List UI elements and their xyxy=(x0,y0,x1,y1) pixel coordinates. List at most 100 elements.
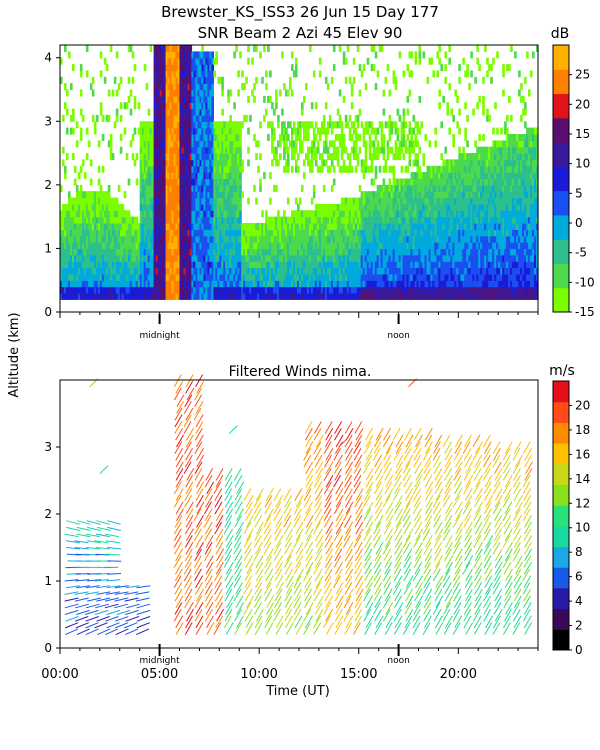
snr-cell xyxy=(392,184,396,192)
snr-cell xyxy=(334,216,338,224)
snr-cell xyxy=(197,216,200,224)
snr-cell xyxy=(203,229,206,237)
snr-cell xyxy=(68,261,71,269)
snr-cell xyxy=(183,146,187,154)
snr-cell xyxy=(215,191,218,199)
snr-cell xyxy=(229,210,232,218)
snr-cell xyxy=(293,261,296,269)
snr-cell xyxy=(75,216,79,224)
snr-cell xyxy=(97,223,101,230)
snr-cell xyxy=(169,273,173,281)
snr-cell xyxy=(245,261,248,269)
snr-cell xyxy=(197,203,200,211)
snr-cell xyxy=(314,267,318,275)
snr-cell xyxy=(370,254,374,262)
snr-cell xyxy=(295,242,298,250)
snr-cell xyxy=(428,165,432,173)
snr-cell xyxy=(396,229,400,237)
snr-cell xyxy=(442,203,445,211)
snr-cell xyxy=(153,95,157,103)
snr-cell xyxy=(227,184,230,192)
snr-cell xyxy=(428,216,432,224)
snr-cell xyxy=(149,178,153,186)
snr-cell xyxy=(187,184,191,192)
snr-cell xyxy=(197,242,200,250)
snr-cell xyxy=(209,127,212,135)
snr-cell xyxy=(169,216,173,224)
snr-cell xyxy=(406,146,410,154)
snr-cell xyxy=(398,229,402,237)
snr-cell xyxy=(436,191,439,199)
snr-cell xyxy=(448,229,451,237)
snr-cell xyxy=(438,172,441,180)
snr-cell xyxy=(165,254,169,262)
snr-cell xyxy=(436,273,439,281)
snr-cell xyxy=(358,184,362,192)
snr-cell xyxy=(203,102,206,110)
snr-cell xyxy=(314,235,318,243)
snr-cell xyxy=(326,267,330,275)
snr-cell xyxy=(422,280,426,288)
snr-cell xyxy=(197,172,200,180)
snr-cell xyxy=(460,153,463,161)
snr-cell xyxy=(62,216,65,224)
snr-cell xyxy=(141,273,145,281)
snr-cell xyxy=(157,76,161,84)
snr-cell xyxy=(215,153,218,161)
snr-cell xyxy=(189,140,193,148)
snr-cell xyxy=(414,261,418,269)
snr-cell xyxy=(173,229,177,237)
snr-cell xyxy=(87,273,91,281)
snr-cell xyxy=(187,102,191,110)
snr-cell xyxy=(183,273,187,281)
snr-cell xyxy=(79,267,83,275)
snr-cell xyxy=(175,191,179,199)
snr-cell xyxy=(460,191,463,199)
snr-cell xyxy=(384,223,388,230)
snr-cell xyxy=(165,108,169,116)
snr-cell xyxy=(209,70,212,78)
snr-cell xyxy=(89,191,93,199)
snr-cell xyxy=(388,273,392,281)
snr-cell xyxy=(350,254,354,262)
snr-cell xyxy=(225,248,228,256)
snr-cell xyxy=(436,254,439,262)
snr-cell xyxy=(392,273,396,281)
snr-cell xyxy=(303,261,306,269)
snr-cell xyxy=(438,210,441,218)
snr-cell xyxy=(179,45,183,52)
snr-cell xyxy=(368,210,372,218)
snr-cell xyxy=(141,292,145,300)
snr-cell xyxy=(243,273,246,281)
snr-cell xyxy=(70,242,73,250)
snr-cell xyxy=(149,45,153,52)
snr-cell xyxy=(175,134,179,141)
snr-cell xyxy=(251,57,254,65)
snr-cell xyxy=(229,292,232,300)
snr-cell xyxy=(81,203,85,211)
snr-cell xyxy=(187,267,191,275)
snr-cell xyxy=(66,153,69,161)
snr-cell xyxy=(297,153,300,161)
snr-cell xyxy=(378,223,382,230)
snr-cell xyxy=(235,191,238,199)
snr-cell xyxy=(404,292,408,300)
snr-cell xyxy=(358,64,362,72)
snr-cell xyxy=(400,184,404,192)
snr-cell xyxy=(159,140,163,148)
snr-cell xyxy=(334,134,338,141)
snr-cell xyxy=(193,114,196,122)
snr-cell xyxy=(89,223,93,230)
snr-cell xyxy=(446,261,449,269)
snr-cell xyxy=(346,153,350,161)
snr-cell xyxy=(193,64,196,72)
snr-cell xyxy=(370,45,374,52)
snr-cell xyxy=(107,229,111,237)
snr-cell xyxy=(382,267,386,275)
snr-cell xyxy=(139,210,143,218)
snr-cell xyxy=(185,159,189,167)
snr-cell xyxy=(165,64,169,72)
snr-cell xyxy=(227,197,230,205)
snr-cell xyxy=(426,172,430,180)
snr-cell xyxy=(165,165,169,173)
